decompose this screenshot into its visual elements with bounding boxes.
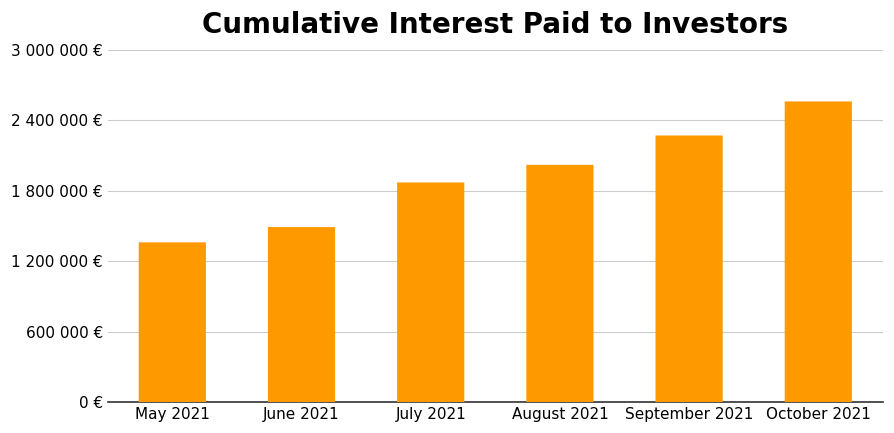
FancyBboxPatch shape — [139, 242, 206, 416]
Title: Cumulative Interest Paid to Investors: Cumulative Interest Paid to Investors — [202, 11, 789, 39]
FancyBboxPatch shape — [785, 101, 852, 416]
FancyBboxPatch shape — [655, 136, 722, 416]
FancyBboxPatch shape — [527, 165, 594, 416]
FancyBboxPatch shape — [268, 227, 335, 416]
FancyBboxPatch shape — [397, 182, 464, 416]
